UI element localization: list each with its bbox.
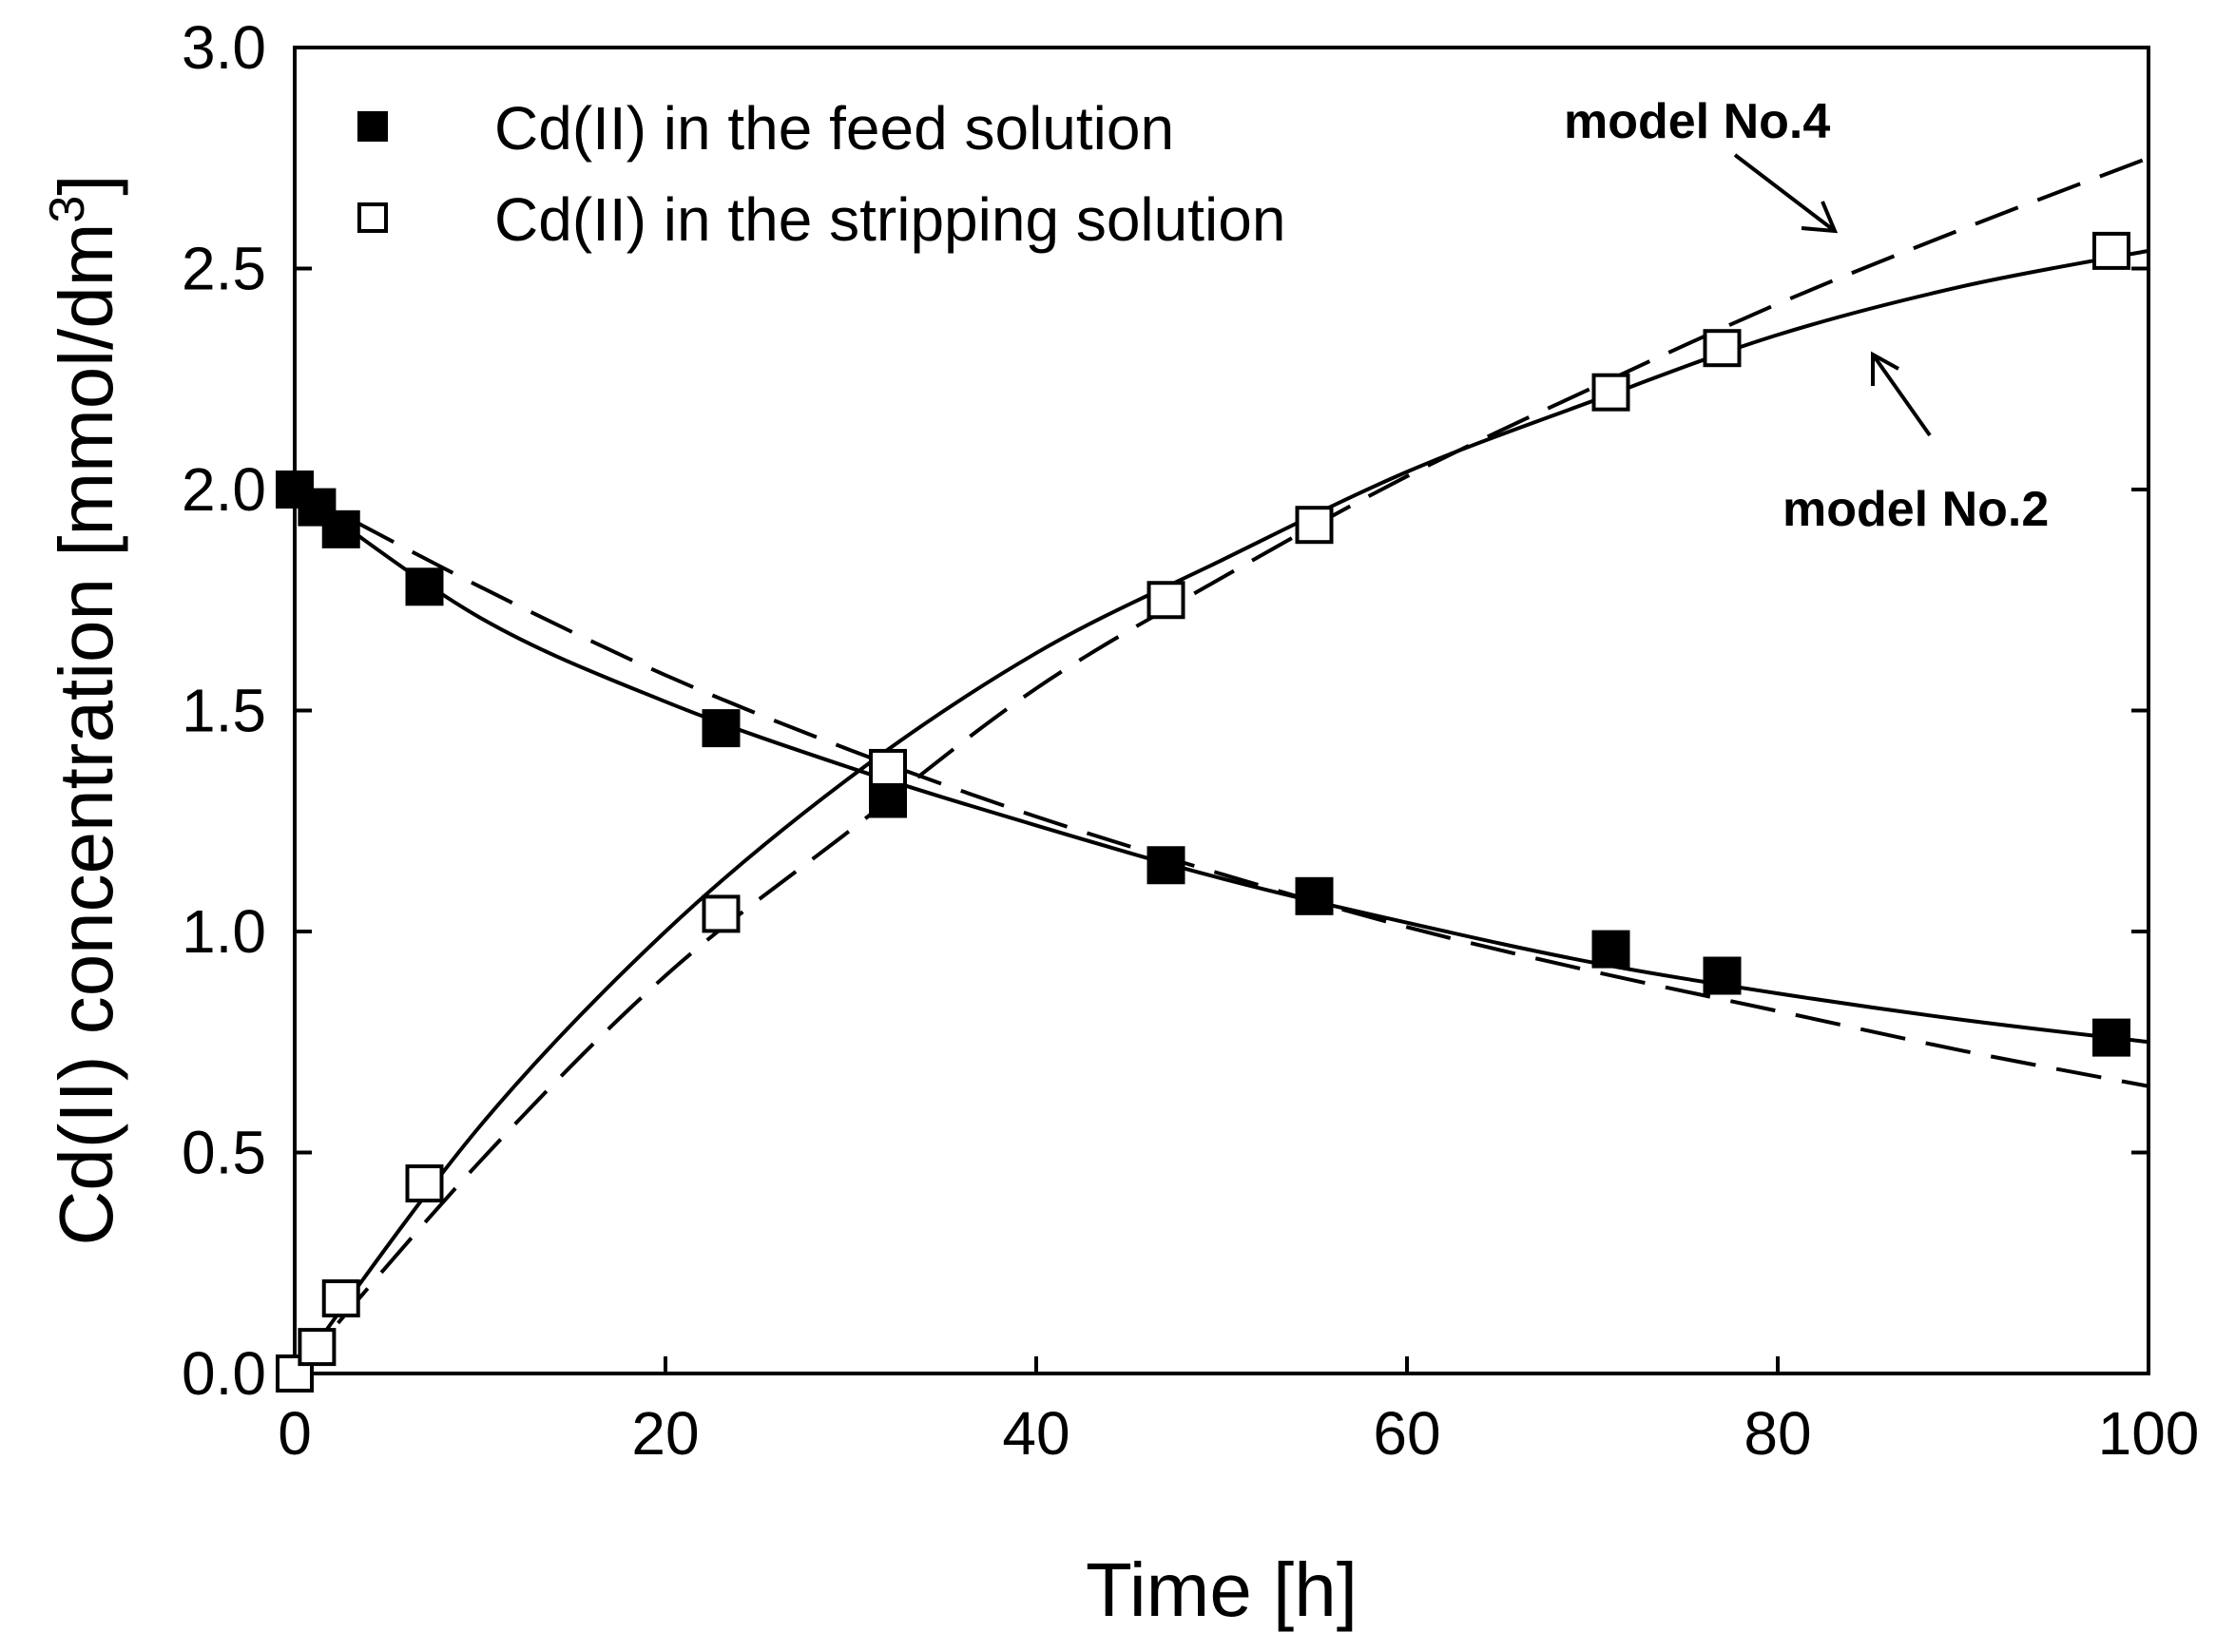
annotation-arrow-model-4 [1733, 153, 1837, 233]
feed-data-point [1703, 956, 1742, 995]
x-tick-label: 80 [1744, 1399, 1811, 1468]
model-4-strip-curve [293, 156, 2149, 1375]
model-4-feed-curve [294, 488, 2149, 1088]
legend-label-strip: Cd(II) in the stripping solution [494, 185, 1285, 254]
x-axis-ticks: 0 20 40 60 80 100 [278, 1356, 2199, 1468]
annotation-model-4: model No.4 [1564, 94, 1830, 149]
x-axis-title: Time [h] [1086, 1547, 1358, 1632]
x-tick-label: 0 [278, 1399, 312, 1468]
model-2-feed-curve [293, 488, 2149, 1045]
legend: Cd(II) in the feed solution Cd(II) in th… [357, 94, 1285, 254]
y-tick-label: 2.0 [182, 455, 266, 524]
feed-data-point [2092, 1018, 2130, 1057]
annotation-arrow-model-2 [1871, 353, 1932, 437]
strip-data-point [1591, 373, 1630, 412]
x-tick-label: 60 [1373, 1399, 1440, 1468]
y-tick-label: 1.5 [182, 677, 266, 745]
y-tick-label: 0.5 [182, 1119, 266, 1187]
annotation-arrowhead-model-4 [1801, 201, 1839, 234]
annotations: model No.4 model No.2 [1564, 94, 2049, 537]
y-axis-title-main: Cd(II) concentration [mmol/dm [44, 223, 128, 1246]
y-tick-label: 1.0 [182, 897, 266, 966]
model-2-strip-curve [293, 248, 2149, 1375]
feed-data-point [1295, 876, 1334, 915]
x-tick-label: 40 [1002, 1399, 1069, 1468]
feed-data-point [1147, 846, 1185, 885]
strip-data-point [321, 1278, 360, 1317]
legend-marker-strip [357, 202, 388, 233]
strip-data-point [1703, 329, 1742, 368]
feed-data-point [321, 509, 360, 548]
y-tick-label: 0.0 [182, 1339, 266, 1408]
y-tick-label: 2.5 [182, 235, 266, 303]
x-tick-label: 100 [2098, 1399, 2200, 1468]
strip-data-point [869, 748, 907, 787]
strip-data-point [405, 1164, 444, 1203]
annotation-arrowhead-model-2 [1871, 351, 1899, 386]
annotation-model-2: model No.2 [1782, 482, 2049, 537]
model-curves [293, 156, 2149, 1375]
feed-data-point [405, 567, 444, 606]
strip-data-point [298, 1328, 337, 1367]
strip-data-point [702, 894, 741, 933]
y-axis-title-superscript: 3 [40, 196, 95, 223]
x-tick-label: 20 [631, 1399, 699, 1468]
feed-data-point [702, 709, 741, 748]
y-axis-ticks: 0.0 0.5 1.0 1.5 2.0 2.5 3.0 [182, 13, 2149, 1408]
strip-data-point [1147, 581, 1185, 620]
y-axis-title: Cd(II) concentration [mmol/dm3] [40, 174, 128, 1245]
feed-data-point [1591, 930, 1630, 969]
data-points [276, 231, 2130, 1393]
y-tick-label: 3.0 [182, 13, 266, 82]
y-axis-title-close: ] [44, 174, 128, 195]
strip-data-point [2092, 231, 2130, 270]
legend-label-feed: Cd(II) in the feed solution [494, 94, 1174, 163]
legend-marker-feed [357, 111, 388, 142]
strip-data-point [1295, 506, 1334, 545]
